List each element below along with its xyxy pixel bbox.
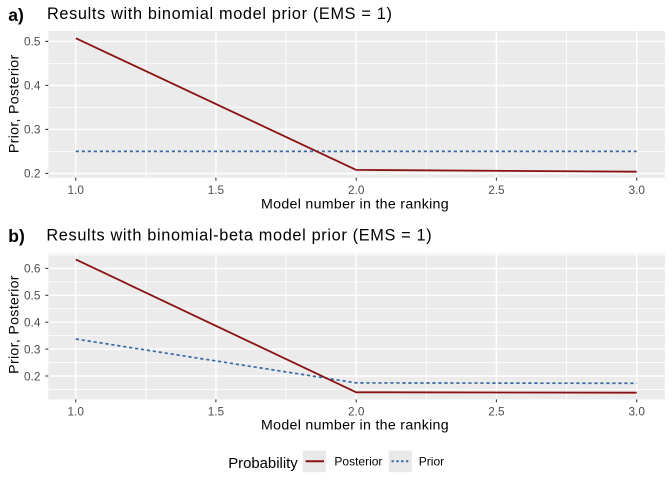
svg-text:1.5: 1.5	[208, 405, 225, 419]
svg-text:0.2: 0.2	[24, 369, 40, 383]
svg-text:Model number in the ranking: Model number in the ranking	[261, 196, 449, 212]
svg-text:b): b)	[8, 226, 25, 246]
svg-text:2.0: 2.0	[348, 183, 365, 197]
svg-text:2.5: 2.5	[488, 183, 505, 197]
svg-text:0.4: 0.4	[24, 315, 41, 329]
svg-text:Model number in the ranking: Model number in the ranking	[261, 417, 449, 433]
svg-text:Prior, Posterior: Prior, Posterior	[6, 275, 22, 374]
svg-text:Posterior: Posterior	[334, 454, 382, 468]
svg-text:1.0: 1.0	[67, 405, 84, 419]
svg-text:0.2: 0.2	[24, 167, 40, 181]
svg-text:Results with binomial-beta mod: Results with binomial-beta model prior (…	[46, 226, 432, 244]
svg-text:Prior, Posterior: Prior, Posterior	[6, 54, 22, 153]
svg-text:a): a)	[8, 5, 24, 25]
svg-text:Results with binomial model pr: Results with binomial model prior (EMS =…	[47, 5, 393, 23]
svg-text:1.0: 1.0	[67, 183, 84, 197]
svg-text:Probability: Probability	[228, 456, 298, 472]
svg-text:0.5: 0.5	[24, 35, 41, 49]
svg-text:0.4: 0.4	[24, 79, 41, 93]
svg-text:0.6: 0.6	[24, 262, 41, 276]
svg-text:2.5: 2.5	[488, 405, 505, 419]
svg-text:2.0: 2.0	[348, 405, 365, 419]
svg-text:0.5: 0.5	[24, 289, 41, 303]
svg-text:3.0: 3.0	[628, 183, 645, 197]
svg-text:0.3: 0.3	[24, 123, 41, 137]
svg-text:3.0: 3.0	[628, 405, 645, 419]
svg-text:1.5: 1.5	[208, 183, 225, 197]
svg-text:0.3: 0.3	[24, 342, 41, 356]
svg-text:Prior: Prior	[419, 454, 444, 468]
